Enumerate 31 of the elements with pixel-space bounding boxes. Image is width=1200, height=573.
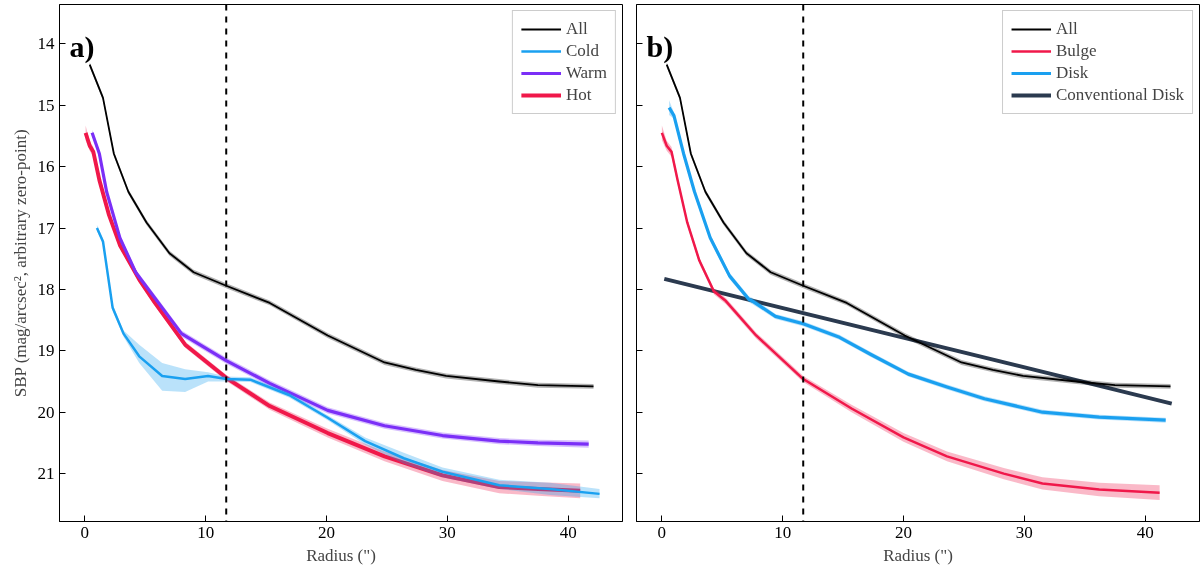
y-axis-title: SBP (mag/arcsec², arbitrary zero-point) (10, 129, 30, 398)
legend-label: Bulge (1056, 41, 1097, 61)
x-tick-label: 10 (774, 522, 792, 542)
x-tick-label: 0 (80, 522, 90, 542)
x-tick-label: 20 (895, 522, 912, 542)
legend-label: Cold (565, 41, 599, 61)
x-tick-label: 0 (657, 522, 667, 542)
y-tick-label: 17 (37, 218, 55, 238)
x-tick-label: 40 (559, 522, 577, 542)
x-tick-label: 30 (438, 522, 456, 542)
x-tick-label: 20 (318, 522, 335, 542)
legend-label: Conventional Disk (1056, 85, 1184, 105)
legend-label: Warm (565, 63, 607, 83)
x-tick-label: 30 (1015, 522, 1033, 542)
y-tick-label: 20 (37, 402, 55, 422)
y-tick-label: 21 (37, 464, 55, 484)
y-tick-label: 16 (37, 157, 55, 177)
y-tick-label: 19 (37, 341, 55, 361)
x-tick-label: 10 (197, 522, 215, 542)
y-tick-label: 14 (37, 34, 55, 54)
annotation: b) (646, 29, 674, 64)
x-tick-label: 40 (1136, 522, 1154, 542)
x-axis-title: Radius (") (883, 545, 953, 565)
annotation: a) (69, 29, 95, 64)
legend-label: Hot (565, 85, 592, 105)
legend-label: All (565, 19, 588, 39)
x-axis-title: Radius (") (306, 545, 376, 565)
legend-label: All (1056, 19, 1078, 39)
legend-label: Disk (1056, 63, 1089, 83)
y-tick-label: 15 (37, 95, 55, 115)
y-tick-label: 18 (37, 279, 55, 299)
